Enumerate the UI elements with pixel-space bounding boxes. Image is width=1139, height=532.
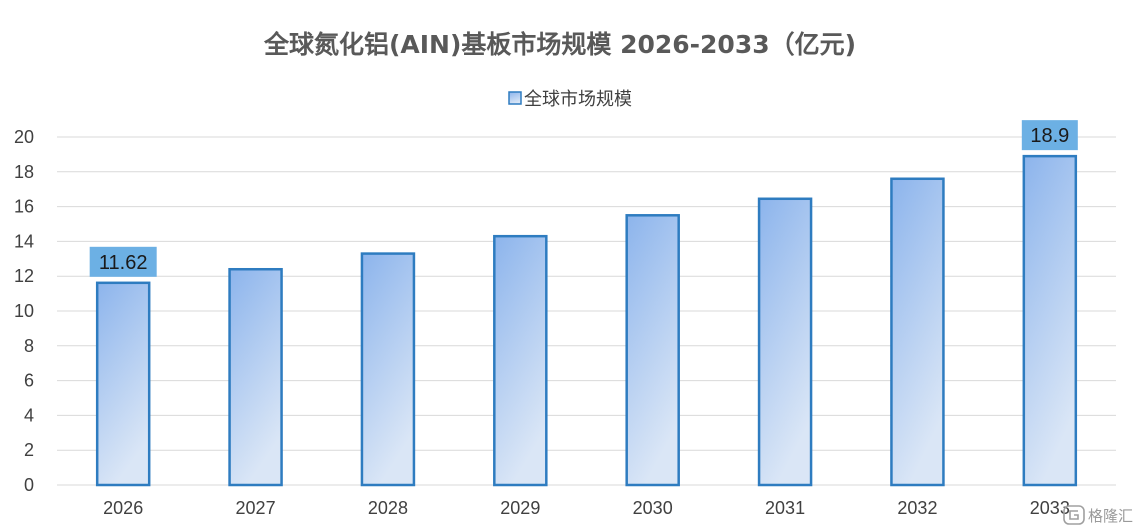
legend-label: 全球市场规模	[524, 89, 632, 110]
y-tick-label: 10	[14, 301, 34, 321]
bar-2028	[360, 252, 416, 487]
data-label-box	[89, 246, 157, 277]
watermark-text: 格隆汇	[1088, 507, 1133, 525]
bar-2026	[95, 281, 151, 487]
y-tick-label: 0	[24, 475, 34, 495]
x-tick-label: 2028	[368, 498, 408, 518]
data-labels: 11.62 18.9	[89, 120, 1078, 277]
legend: 全球市场规模	[508, 89, 632, 110]
y-tick-label: 2	[24, 440, 34, 460]
bar-2027	[228, 267, 283, 487]
y-tick-label: 20	[14, 127, 34, 147]
gridlines	[57, 136, 1116, 486]
x-tick-label: 2031	[765, 498, 805, 518]
y-tick-label: 12	[14, 266, 34, 286]
y-tick-label: 16	[14, 197, 34, 217]
bar-2030	[625, 214, 680, 487]
bar-2032	[890, 177, 945, 487]
y-axis: 0 2 4 6 8 10 12 14 16 18 20	[14, 127, 34, 495]
y-tick-label: 14	[14, 231, 34, 251]
bars	[95, 154, 1078, 487]
data-label-box	[1021, 120, 1078, 151]
legend-swatch	[508, 91, 522, 105]
watermark-logo-icon	[1063, 505, 1085, 525]
x-tick-label: 2032	[897, 498, 937, 518]
data-label: 11.62	[99, 252, 148, 274]
x-tick-label: 2026	[103, 498, 143, 518]
chart-title: 全球氮化铝(AIN)基板市场规模 2026-2033（亿元)	[263, 30, 856, 59]
x-tick-label: 2030	[633, 498, 673, 518]
y-tick-label: 8	[24, 336, 34, 356]
y-tick-label: 6	[24, 371, 34, 391]
x-axis: 2026 2027 2028 2029 2030 2031 2032 2033	[103, 498, 1070, 518]
x-tick-label: 2027	[236, 498, 276, 518]
x-tick-label: 2033	[1030, 498, 1070, 518]
x-tick-label: 2029	[500, 498, 540, 518]
bar-2031	[757, 197, 813, 487]
watermark: 格隆汇	[1063, 505, 1133, 525]
bar-2029	[493, 234, 548, 487]
y-tick-label: 4	[24, 405, 34, 425]
y-tick-label: 18	[14, 162, 34, 182]
bar-2033	[1022, 154, 1078, 487]
data-label: 18.9	[1030, 125, 1069, 147]
